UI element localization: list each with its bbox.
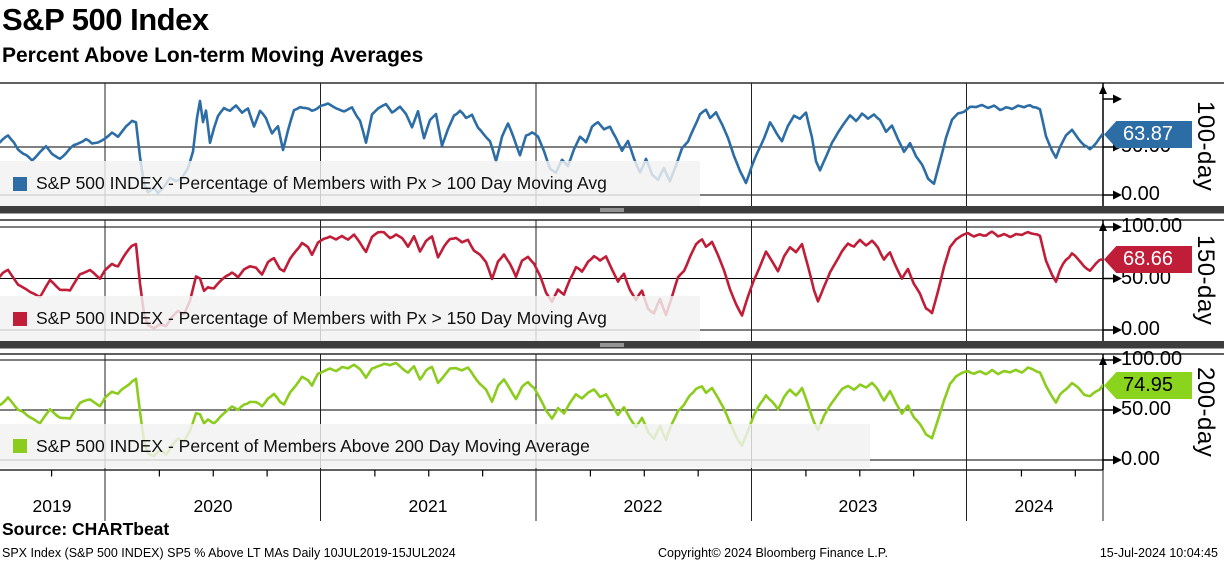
x-tick-2021: 2021: [408, 496, 448, 516]
x-tick-2019: 2019: [32, 496, 72, 516]
legend-150day: S&P 500 INDEX - Percentage of Members wi…: [0, 296, 700, 341]
y-tick-label: 100.00: [1121, 348, 1183, 370]
last-value-badge-150day: 68.66: [1104, 246, 1192, 273]
y-tick-label: 50.00: [1121, 398, 1172, 420]
y-tick-label: 100.00: [1121, 215, 1183, 237]
page-title: S&P 500 Index: [2, 2, 209, 37]
panel-label-150day: 150-day: [1192, 235, 1219, 326]
legend-label: S&P 500 INDEX - Percentage of Members wi…: [36, 173, 607, 193]
page-subtitle: Percent Above Lon-term Moving Averages: [2, 44, 424, 67]
legend-100day: S&P 500 INDEX - Percentage of Members wi…: [0, 161, 700, 206]
source-label: Source: CHARTbeat: [2, 519, 170, 539]
legend-label: S&P 500 INDEX - Percent of Members Above…: [36, 435, 590, 456]
legend-swatch-green: [13, 439, 27, 453]
panel-label-100day: 100-day: [1192, 100, 1219, 192]
y-tick-label: 0.00: [1121, 318, 1160, 340]
legend-swatch-blue: [13, 176, 27, 191]
y-tick-label: 0.00: [1121, 448, 1160, 470]
y-tick-label: 0.00: [1121, 183, 1160, 205]
x-tick-2022: 2022: [623, 496, 663, 516]
last-value-badge-100day: 63.87: [1104, 121, 1192, 148]
legend-swatch-red: [13, 311, 27, 326]
legend-200day: S&P 500 INDEX - Percent of Members Above…: [0, 424, 870, 468]
x-tick-2023: 2023: [838, 496, 878, 516]
footer-copyright: Copyright© 2024 Bloomberg Finance L.P.: [658, 546, 888, 560]
footer-ticker-info: SPX Index (S&P 500 INDEX) SP5 % Above LT…: [2, 546, 456, 560]
x-tick-2024: 2024: [1014, 496, 1054, 516]
panel-label-200day: 200-day: [1192, 366, 1219, 458]
footer-timestamp: 15-Jul-2024 10:04:45: [1099, 546, 1218, 560]
x-tick-2020: 2020: [193, 496, 233, 516]
last-value-badge-200day: 74.95: [1104, 372, 1192, 399]
legend-label: S&P 500 INDEX - Percentage of Members wi…: [36, 308, 607, 328]
